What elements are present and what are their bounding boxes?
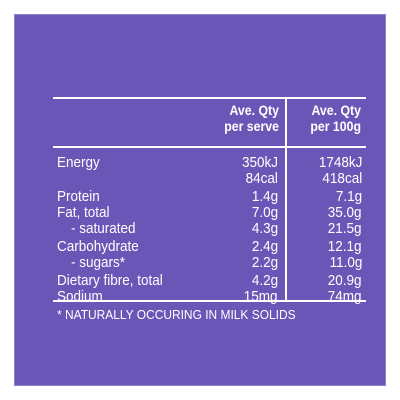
nutrient-label: Carbohydrate [57,238,139,255]
per-serve-value: 2.2g [251,254,278,271]
per-serve-value: 7.0g [251,204,278,221]
header-per-100g: Ave. Qty per 100g [310,102,361,134]
per-100g-value: 7.1g [335,188,362,205]
table-row: Fat, total 7.0g 35.0g [53,205,366,221]
per-100g-value: 418cal [322,170,362,187]
table-row: Protein 1.4g 7.1g [53,189,366,205]
nutrient-label: Energy [57,154,100,171]
nutrition-panel: Ave. Qty per serve Ave. Qty per 100g Ene… [14,14,386,386]
per-serve-value: 84cal [245,170,278,187]
table-bottom-rule [53,300,366,302]
table-row: - sugars* 2.2g 11.0g [53,255,366,271]
nutrient-label: Protein [57,188,100,205]
per-serve-value: 2.4g [251,238,278,255]
per-100g-value: 12.1g [328,238,362,255]
per-serve-value: 15mg [244,288,278,305]
nutrient-label: Fat, total [57,204,110,221]
column-divider [285,97,287,302]
nutrient-label: - sugars* [71,254,126,271]
table-row: 84cal 418cal [53,171,366,187]
table-row: Carbohydrate 2.4g 12.1g [53,239,366,255]
table-top-rule [53,97,366,99]
per-serve-value: 350kJ [241,154,278,171]
per-100g-value: 1748kJ [318,154,362,171]
per-100g-value: 11.0g [329,254,362,271]
table-row: Dietary fibre, total 4.2g 20.9g [53,273,366,289]
header-rule [53,146,366,148]
per-100g-value: 21.5g [328,220,362,237]
nutrient-label: - saturated [71,220,136,237]
per-100g-value: 74mg [328,288,362,305]
per-100g-value: 35.0g [328,204,362,221]
nutrient-label: Dietary fibre, total [57,272,163,289]
nutrient-label: Sodium [57,288,103,305]
per-serve-value: 1.4g [251,188,278,205]
header-per-serve: Ave. Qty per serve [224,102,279,134]
per-serve-value: 4.2g [251,272,278,289]
table-row: - saturated 4.3g 21.5g [53,221,366,237]
per-serve-value: 4.3g [251,220,278,237]
table-row: Energy 350kJ 1748kJ [53,155,366,171]
table-row: Sodium 15mg 74mg [53,289,366,305]
footnote: * NATURALLY OCCURING IN MILK SOLIDS [57,307,296,322]
per-100g-value: 20.9g [328,272,362,289]
